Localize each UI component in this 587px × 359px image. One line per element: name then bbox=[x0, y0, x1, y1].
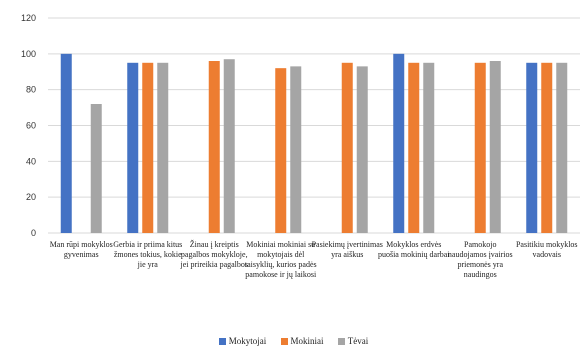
x-tick-label-4: Pasiekimų įvertinimas yra aiškus bbox=[311, 240, 383, 259]
legend-label-1: Mokiniai bbox=[290, 336, 324, 346]
bar-series0-cat1 bbox=[127, 62, 139, 233]
x-tick-label-1: Gerbia ir priima kitus žmones tokius, ko… bbox=[113, 240, 183, 269]
legend-swatch-2 bbox=[337, 338, 345, 346]
x-tick-label-5: Mokyklos erdvės puošia mokinių darbai bbox=[377, 240, 450, 259]
x-tick-label-3: Mokiniai mokiniai su mokytojais dėl tais… bbox=[244, 240, 317, 279]
bar-series1-cat7 bbox=[541, 62, 553, 233]
y-tick-label-6: 120 bbox=[21, 13, 36, 23]
bar-series1-cat6 bbox=[474, 62, 486, 233]
y-tick-label-0: 0 bbox=[31, 228, 36, 238]
bar-series2-cat3 bbox=[290, 66, 302, 233]
legend-label-0: Mokytojai bbox=[228, 336, 267, 346]
bar-series1-cat5 bbox=[408, 62, 420, 233]
bar-series0-cat5 bbox=[393, 53, 405, 234]
legend-label-2: Tėvai bbox=[347, 336, 369, 346]
bar-series2-cat5 bbox=[423, 62, 435, 233]
y-tick-label-5: 100 bbox=[21, 49, 36, 59]
y-tick-labels: 0 20 40 60 80 100 120 bbox=[21, 13, 36, 238]
bar-series2-cat1 bbox=[157, 62, 169, 233]
x-tick-label-0: Man rūpi mokyklos gyvenimas bbox=[49, 240, 113, 259]
legend-item-1: Mokiniai bbox=[280, 336, 324, 346]
bar-series1-cat4 bbox=[341, 62, 353, 233]
bar-series1-cat3 bbox=[275, 68, 287, 234]
legend-item-0: Mokytojai bbox=[218, 336, 267, 346]
legend-swatch-0 bbox=[218, 338, 226, 346]
bar-series0-cat0 bbox=[60, 53, 72, 234]
legend-item-2: Tėvai bbox=[337, 336, 369, 346]
x-tick-label-2: Žinau į kreiptis pagalbos mokykloje, jei… bbox=[180, 240, 249, 269]
bar-series0-cat7 bbox=[526, 62, 538, 233]
bar-series2-cat2 bbox=[223, 59, 235, 234]
x-tick-label-6: Pamokojo naudojamos įvairios priemonės y… bbox=[447, 240, 513, 279]
bar-series2-cat4 bbox=[356, 66, 368, 233]
y-tick-label-2: 40 bbox=[26, 156, 36, 166]
x-tick-label-7: Pasitikiu mokyklos vadovais bbox=[515, 240, 578, 259]
legend-swatch-1 bbox=[280, 338, 288, 346]
bar-series1-cat2 bbox=[208, 61, 220, 233]
y-tick-label-3: 60 bbox=[26, 121, 36, 131]
bar-series2-cat6 bbox=[489, 61, 501, 233]
bars bbox=[60, 53, 568, 234]
y-tick-label-1: 20 bbox=[26, 192, 36, 202]
bar-series1-cat1 bbox=[142, 62, 154, 233]
y-tick-label-4: 80 bbox=[26, 85, 36, 95]
bar-series2-cat0 bbox=[90, 104, 102, 233]
bar-series2-cat7 bbox=[556, 62, 568, 233]
legend: Mokytojai Mokiniai Tėvai bbox=[0, 336, 587, 346]
